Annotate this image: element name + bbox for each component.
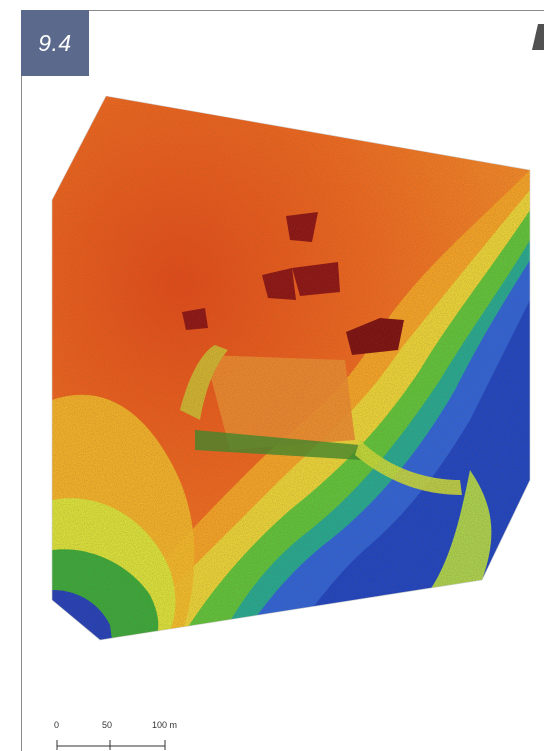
figure-number: 9.4 — [38, 29, 72, 56]
elevation-surface — [52, 96, 530, 640]
scale-label-0: 0 — [54, 720, 60, 730]
page-corner-glyph — [530, 22, 544, 52]
frame-border-top — [21, 10, 544, 11]
scale-bar-line — [56, 740, 166, 750]
scale-label-50: 50 — [102, 720, 113, 730]
scale-label-100: 100 m — [152, 720, 178, 730]
frame-border-left — [21, 10, 22, 751]
figure-number-badge: 9.4 — [21, 10, 89, 76]
scale-bar: 0 50 100 m — [40, 720, 210, 751]
